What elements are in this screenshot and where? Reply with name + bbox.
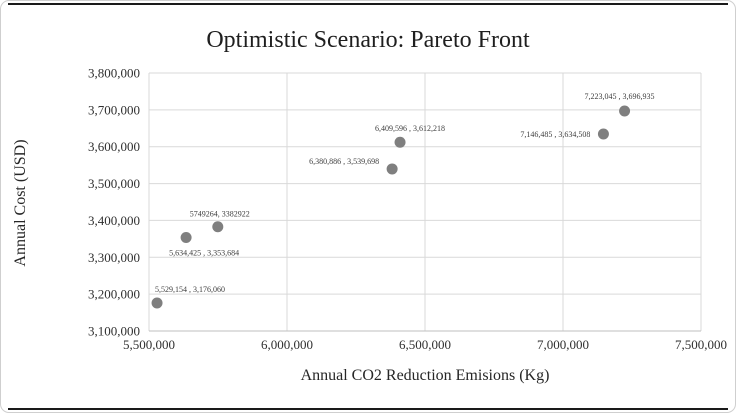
- top-border-rule: [8, 3, 728, 5]
- x-tick-label: 5,500,000: [123, 337, 175, 352]
- data-point-label: 7,223,045 , 3,696,935: [585, 92, 655, 101]
- data-point-label: 5749264, 3382922: [190, 210, 250, 219]
- x-tick-label: 6,000,000: [261, 337, 313, 352]
- data-point-label: 6,409,596 , 3,612,218: [375, 124, 445, 133]
- chart-title: Optimistic Scenario: Pareto Front: [206, 27, 530, 53]
- data-point-label: 6,380,886 , 3,539,698: [309, 157, 379, 166]
- x-tick-label: 7,000,000: [537, 337, 589, 352]
- data-point: [386, 163, 398, 175]
- x-axis-title: Annual CO2 Reduction Emisions (Kg): [300, 367, 550, 384]
- data-point-label: 5,529,154 , 3,176,060: [155, 285, 225, 294]
- data-point: [619, 105, 631, 117]
- y-tick-label: 3,600,000: [88, 139, 140, 154]
- data-point: [151, 297, 163, 309]
- data-point-label: 7,146,485 , 3,634,508: [520, 130, 590, 139]
- y-tick-label: 3,100,000: [88, 324, 140, 339]
- y-tick-label: 3,700,000: [88, 102, 140, 117]
- data-point: [394, 136, 406, 148]
- data-point: [180, 231, 192, 243]
- y-tick-label: 3,200,000: [88, 287, 140, 302]
- bottom-border-rule: [8, 408, 728, 410]
- y-tick-label: 3,300,000: [88, 250, 140, 265]
- y-tick-label: 3,500,000: [88, 176, 140, 191]
- x-tick-label: 7,500,000: [675, 337, 727, 352]
- y-tick-label: 3,800,000: [88, 66, 140, 81]
- data-point-label: 5,634,425 , 3,353,684: [169, 248, 239, 257]
- x-tick-label: 6,500,000: [399, 337, 451, 352]
- data-point: [597, 128, 609, 140]
- y-tick-label: 3,400,000: [88, 213, 140, 228]
- data-point: [212, 221, 224, 233]
